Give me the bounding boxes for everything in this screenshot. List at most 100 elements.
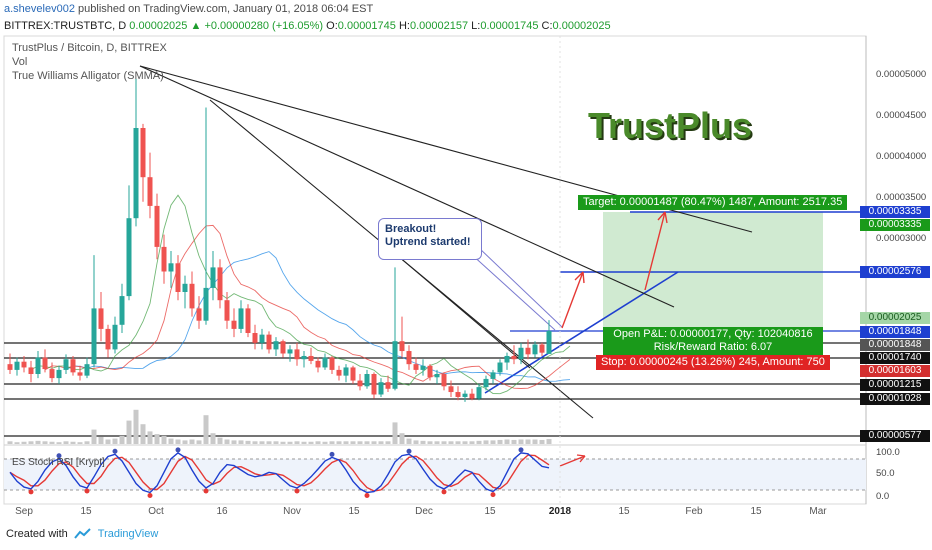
- x-tick: 15: [484, 506, 496, 517]
- candle-body: [364, 374, 370, 387]
- candle-body: [427, 365, 433, 378]
- candle-body: [56, 369, 62, 379]
- volume-bar: [392, 422, 398, 444]
- x-tick: Mar: [809, 506, 827, 517]
- stoch-trough-dot: [147, 493, 153, 498]
- candle-body: [203, 287, 209, 321]
- candle-body: [406, 351, 412, 365]
- candle-body: [21, 361, 27, 368]
- stoch-peak-dot: [56, 453, 62, 459]
- osc-tick: 100.0: [876, 447, 900, 458]
- price-tag-1028: 0.00001028: [860, 393, 930, 405]
- volume-bar: [56, 442, 62, 444]
- volume-bar: [49, 441, 55, 444]
- open-pl-label[interactable]: Open P&L: 0.00000177, Qty: 102040816 Ris…: [603, 327, 823, 355]
- candle-body: [273, 341, 279, 350]
- candle-body: [217, 267, 223, 301]
- candle-body: [511, 355, 517, 360]
- stoch-k-line: [9, 452, 550, 494]
- x-tick: Dec: [415, 506, 433, 517]
- volume-bar: [266, 441, 272, 444]
- volume-bar: [203, 415, 209, 444]
- volume-bar: [161, 435, 167, 444]
- volume-bar: [357, 441, 363, 444]
- volume-bar: [406, 438, 412, 444]
- volume-bar: [119, 435, 125, 444]
- volume-bar: [497, 439, 503, 444]
- candle-body: [294, 349, 300, 360]
- target-arrow-head-icon: [657, 211, 668, 224]
- alligator-lips: [30, 194, 571, 395]
- volume-bar: [385, 441, 391, 444]
- callout-pointer-1: [469, 252, 556, 331]
- x-tick: Oct: [148, 506, 164, 517]
- candle-body: [483, 378, 489, 388]
- volume-bar: [308, 441, 314, 444]
- volume-bar: [448, 441, 454, 444]
- breakout-callout[interactable]: Breakout! Uptrend started!: [378, 218, 482, 260]
- target-label[interactable]: Target: 0.00001487 (80.47%) 1487, Amount…: [578, 195, 848, 210]
- candle-body: [280, 341, 286, 354]
- trendline-4[interactable]: [397, 255, 531, 369]
- x-tick-year: 2018: [548, 506, 572, 517]
- candle-body: [245, 308, 251, 333]
- candle-body: [77, 372, 83, 376]
- volume-bar: [539, 439, 545, 444]
- candle-body: [350, 367, 356, 381]
- oscillator-arrow-head-icon: [576, 454, 586, 463]
- volume-bar: [399, 433, 405, 444]
- stop-label[interactable]: Stop: 0.00000245 (13.26%) 245, Amount: 7…: [596, 355, 830, 370]
- volume-bar: [126, 420, 132, 444]
- candle-body: [301, 355, 307, 360]
- stoch-trough-dot: [364, 493, 370, 498]
- volume-bar: [112, 438, 118, 444]
- breakout-arrow[interactable]: [561, 271, 584, 329]
- volume-bar: [224, 439, 230, 444]
- volume-bar: [35, 440, 41, 444]
- trendline-2[interactable]: [139, 65, 675, 308]
- volume-bar: [98, 436, 104, 444]
- x-tick: Feb: [685, 506, 703, 517]
- author-link[interactable]: a.shevelev002: [4, 3, 75, 15]
- volume-bar: [532, 439, 538, 444]
- candle-body: [140, 128, 146, 178]
- y-tick: 0.00004000: [876, 151, 927, 162]
- volume-bar: [196, 440, 202, 444]
- candle-body: [49, 369, 55, 379]
- volume-bar: [133, 409, 139, 444]
- candle-body: [63, 359, 69, 370]
- candle-body: [42, 357, 48, 370]
- candle-body: [476, 387, 482, 399]
- volume-bar: [7, 441, 13, 444]
- volume-bar: [483, 440, 489, 444]
- low-value: 0.00001745: [480, 20, 539, 32]
- volume-bar: [462, 441, 468, 444]
- target-arrow[interactable]: [644, 211, 666, 291]
- volume-bar: [336, 441, 342, 444]
- candle-body: [98, 308, 104, 329]
- open-label: O:: [326, 20, 338, 32]
- high-value: 0.00002157: [409, 20, 469, 32]
- callout-pointer-2: [477, 246, 563, 328]
- candle-body: [161, 246, 167, 272]
- osc-tick: 50.0: [876, 468, 895, 479]
- volume-bar: [105, 439, 111, 444]
- candle-body: [14, 361, 20, 370]
- volume-bar: [63, 441, 69, 444]
- x-tick: Sep: [15, 506, 33, 517]
- close-label: C:: [541, 20, 553, 32]
- volume-bar: [378, 441, 384, 444]
- candle-body: [91, 308, 97, 365]
- tradingview-link[interactable]: TradingView: [97, 528, 159, 540]
- candle-body: [357, 380, 363, 387]
- stoch-trough-dot: [490, 492, 496, 498]
- candle-body: [7, 364, 13, 370]
- candle-body: [35, 357, 41, 374]
- candle-body: [469, 393, 475, 399]
- candle-body: [413, 364, 419, 370]
- volume-bar: [427, 441, 433, 444]
- stoch-trough-dot: [84, 488, 90, 494]
- x-tick: 16: [216, 506, 228, 517]
- uptrend-line[interactable]: [484, 271, 679, 394]
